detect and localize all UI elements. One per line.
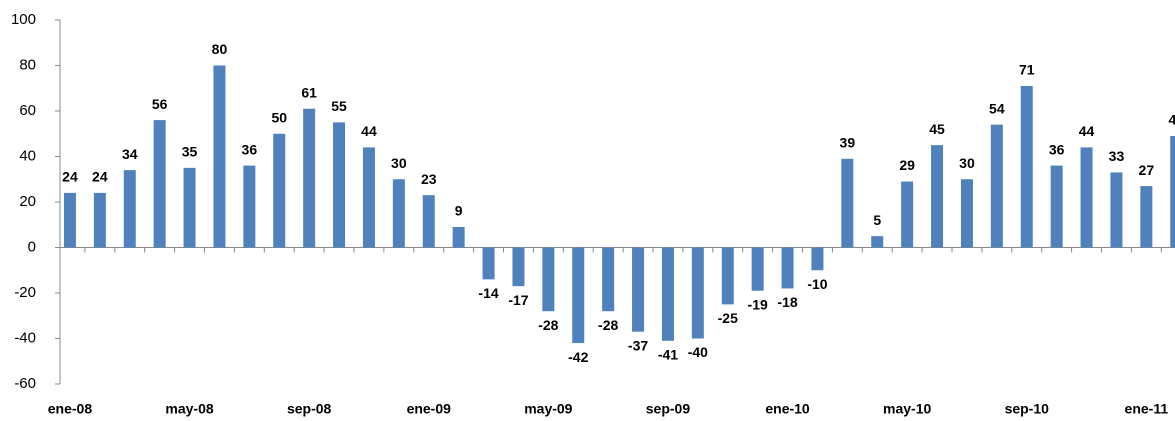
data-label: -40: [688, 344, 708, 360]
data-label: 56: [152, 96, 168, 112]
data-label: 23: [421, 171, 437, 187]
x-tick-label: may-10: [883, 401, 931, 417]
data-label: -42: [568, 349, 588, 365]
data-label: -28: [538, 317, 558, 333]
y-tick-label: 0: [28, 238, 36, 255]
data-label: 49: [1168, 112, 1175, 128]
data-label: -14: [478, 285, 498, 301]
data-label: -41: [658, 346, 678, 362]
bar: [811, 247, 824, 271]
bar: [602, 247, 615, 312]
bar: [422, 195, 435, 248]
x-tick-label: ene-11: [1125, 401, 1169, 417]
bar: [243, 165, 256, 248]
data-label: 30: [959, 155, 975, 171]
x-tick-label: sep-09: [646, 401, 691, 417]
bar: [1110, 172, 1123, 248]
bar: [1050, 165, 1063, 248]
bar: [93, 192, 106, 248]
bar: [931, 145, 944, 248]
data-label: -37: [628, 337, 648, 353]
x-tick-label: sep-08: [287, 401, 332, 417]
bar: [123, 170, 136, 248]
bar: [303, 108, 316, 248]
data-label: -28: [598, 317, 618, 333]
x-tick-label: ene-08: [48, 401, 93, 417]
y-tick-label: 80: [19, 56, 36, 73]
data-label: 44: [1079, 123, 1095, 139]
x-tick-label: may-08: [165, 401, 213, 417]
data-label: 80: [212, 41, 228, 57]
bar: [512, 247, 525, 287]
x-tick-label: may-09: [524, 401, 572, 417]
data-label: 34: [122, 146, 138, 162]
x-tick-label: sep-10: [1005, 401, 1050, 417]
y-tick-label: 60: [19, 102, 36, 119]
data-label: 9: [455, 203, 463, 219]
data-label: 50: [271, 109, 287, 125]
y-tick-label: 20: [19, 193, 36, 210]
data-label: -17: [508, 292, 528, 308]
bar: [841, 158, 854, 248]
data-label: 36: [1049, 141, 1065, 157]
data-label: 35: [182, 144, 198, 160]
bar: [960, 179, 973, 248]
data-label: 54: [989, 100, 1005, 116]
bar: [183, 167, 196, 248]
x-tick-label: ene-10: [765, 401, 810, 417]
data-label: 45: [929, 121, 945, 137]
bar: [482, 247, 495, 280]
bar: [871, 236, 884, 248]
bar: [751, 247, 764, 291]
data-label: -19: [748, 296, 768, 312]
bar: [691, 247, 704, 339]
x-tick-label: ene-09: [407, 401, 452, 417]
bar: [661, 247, 674, 341]
bar: [63, 192, 76, 248]
data-label: 71: [1019, 62, 1035, 78]
data-label: 24: [92, 169, 108, 185]
y-tick-label: 100: [11, 11, 36, 28]
bar: [781, 247, 794, 289]
data-label: 55: [331, 98, 347, 114]
bar: [990, 124, 1003, 248]
bar: [572, 247, 585, 344]
bar: [392, 179, 405, 248]
bar: [632, 247, 645, 332]
data-label: 29: [899, 157, 915, 173]
bar: [273, 133, 286, 248]
y-tick-label: -60: [14, 375, 36, 392]
data-label: -10: [807, 276, 827, 292]
bar: [1170, 136, 1175, 248]
bar: [213, 65, 226, 248]
data-label: 24: [62, 169, 78, 185]
data-label: 33: [1109, 148, 1125, 164]
bar: [1080, 147, 1093, 248]
data-label: -25: [718, 310, 738, 326]
y-tick-label: -40: [14, 329, 36, 346]
y-tick-label: -20: [14, 284, 36, 301]
bar: [721, 247, 734, 305]
y-tick-label: 40: [19, 147, 36, 164]
data-label: 30: [391, 155, 407, 171]
bar: [452, 227, 465, 248]
data-label: 61: [301, 84, 317, 100]
data-label: -18: [777, 294, 797, 310]
data-label: 5: [873, 212, 881, 228]
data-label: 39: [840, 134, 856, 150]
bar: [1020, 85, 1033, 248]
bar: [362, 147, 375, 248]
data-label: 36: [242, 141, 258, 157]
bar: [1140, 186, 1153, 248]
bar: [901, 181, 914, 248]
bar: [153, 120, 166, 248]
data-label: 27: [1139, 162, 1155, 178]
bar: [333, 122, 346, 248]
data-label: 44: [361, 123, 377, 139]
bar: [542, 247, 555, 312]
